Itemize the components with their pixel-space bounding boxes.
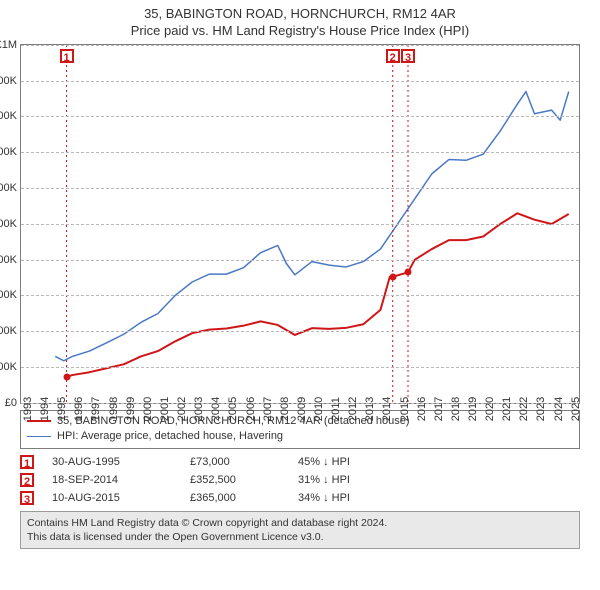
x-tick-label: 2009: [296, 397, 308, 421]
x-tick-label: 2013: [365, 397, 377, 421]
x-tick-label: 2017: [433, 397, 445, 421]
event-marker: 2: [20, 473, 34, 487]
x-tick-label: 2025: [570, 397, 582, 421]
y-tick-label: £500K: [0, 218, 17, 230]
chart-marker: 3: [401, 49, 415, 63]
x-tick-label: 2007: [262, 397, 274, 421]
y-tick-label: £1M: [0, 39, 17, 51]
event-marker: 1: [20, 455, 34, 469]
x-tick-label: 1994: [39, 397, 51, 421]
x-tick-label: 2004: [210, 397, 222, 421]
x-tick-label: 2010: [313, 397, 325, 421]
title-line-2: Price paid vs. HM Land Registry's House …: [8, 23, 592, 40]
x-tick-label: 2019: [467, 397, 479, 421]
event-date: 18-SEP-2014: [52, 474, 172, 486]
x-tick-label: 2002: [176, 397, 188, 421]
x-tick-label: 2021: [501, 397, 513, 421]
chart-marker: 2: [386, 49, 400, 63]
chart-marker: 1: [60, 49, 74, 63]
x-tick-label: 2006: [245, 397, 257, 421]
y-tick-label: £800K: [0, 110, 17, 122]
y-tick-label: £300K: [0, 289, 17, 301]
event-diff: 31% ↓ HPI: [298, 474, 580, 486]
x-tick-label: 2005: [228, 397, 240, 421]
x-tick-label: 1998: [108, 397, 120, 421]
event-date: 30-AUG-1995: [52, 456, 172, 468]
event-date: 10-AUG-2015: [52, 492, 172, 504]
y-tick-label: £200K: [0, 325, 17, 337]
event-row: 1 30-AUG-1995 £73,000 45% ↓ HPI: [20, 455, 580, 469]
x-tick-label: 2015: [399, 397, 411, 421]
x-tick-label: 2001: [159, 397, 171, 421]
y-tick-label: £400K: [0, 254, 17, 266]
event-price: £352,500: [190, 474, 280, 486]
event-marker: 3: [20, 491, 34, 505]
x-tick-label: 2024: [553, 397, 565, 421]
chart-title: 35, BABINGTON ROAD, HORNCHURCH, RM12 4AR…: [8, 6, 592, 40]
legend-label: HPI: Average price, detached house, Have…: [57, 429, 283, 444]
x-tick-label: 1995: [56, 397, 68, 421]
event-row: 2 18-SEP-2014 £352,500 31% ↓ HPI: [20, 473, 580, 487]
event-price: £365,000: [190, 492, 280, 504]
x-tick-label: 2016: [416, 397, 428, 421]
x-tick-label: 1997: [91, 397, 103, 421]
legend-swatch: [27, 436, 51, 437]
sale-point: [63, 373, 70, 380]
y-tick-label: £100K: [0, 361, 17, 373]
x-tick-label: 1996: [74, 397, 86, 421]
x-tick-label: 2012: [347, 397, 359, 421]
x-tick-label: 2011: [330, 397, 342, 421]
x-tick-label: 2008: [279, 397, 291, 421]
event-price: £73,000: [190, 456, 280, 468]
events-table: 1 30-AUG-1995 £73,000 45% ↓ HPI 2 18-SEP-2014…: [20, 455, 580, 505]
x-tick-label: 2003: [193, 397, 205, 421]
x-tick-label: 2018: [450, 397, 462, 421]
y-tick-label: £900K: [0, 75, 17, 87]
sale-point: [389, 273, 396, 280]
attribution-footer: Contains HM Land Registry data © Crown c…: [20, 511, 580, 549]
footer-line-2: This data is licensed under the Open Gov…: [27, 530, 573, 544]
y-tick-label: £600K: [0, 182, 17, 194]
event-diff: 34% ↓ HPI: [298, 492, 580, 504]
x-tick-label: 2014: [382, 397, 394, 421]
title-line-1: 35, BABINGTON ROAD, HORNCHURCH, RM12 4AR: [8, 6, 592, 23]
x-tick-label: 2000: [142, 397, 154, 421]
footer-line-1: Contains HM Land Registry data © Crown c…: [27, 516, 573, 530]
x-tick-label: 1993: [22, 397, 34, 421]
legend-row: HPI: Average price, detached house, Have…: [27, 429, 573, 444]
sale-point: [405, 269, 412, 276]
y-tick-label: £0: [5, 397, 17, 409]
price-chart: £0£100K£200K£300K£400K£500K£600K£700K£80…: [20, 44, 580, 404]
event-diff: 45% ↓ HPI: [298, 456, 580, 468]
x-tick-label: 1999: [125, 397, 137, 421]
x-tick-label: 2022: [519, 397, 531, 421]
x-tick-label: 2020: [484, 397, 496, 421]
y-tick-label: £700K: [0, 146, 17, 158]
event-row: 3 10-AUG-2015 £365,000 34% ↓ HPI: [20, 491, 580, 505]
x-tick-label: 2023: [536, 397, 548, 421]
